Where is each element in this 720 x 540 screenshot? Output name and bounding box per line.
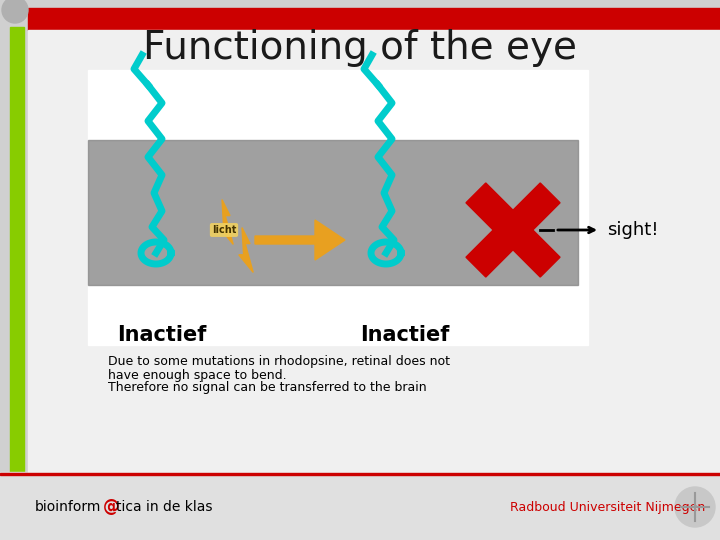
Bar [88,140,578,285]
Bar [28,8,720,30]
Polygon shape [255,220,345,260]
Text: Inactief: Inactief [360,325,450,345]
Text: licht: licht [212,225,236,235]
Circle shape [2,0,28,23]
Polygon shape [466,183,560,277]
Text: @: @ [103,498,120,516]
Text: Inactief: Inactief [117,325,207,345]
Bar [28,30,720,472]
Text: sight!: sight! [607,221,659,239]
Circle shape [675,487,715,527]
Text: Therefore no signal can be transferred to the brain: Therefore no signal can be transferred t… [108,381,427,395]
Text: bioinform: bioinform [35,500,102,514]
Text: tica in de klas: tica in de klas [116,500,212,514]
Polygon shape [219,200,233,245]
Bar [88,70,588,345]
Bar [0,473,720,475]
Polygon shape [239,227,253,272]
Text: have enough space to bend.: have enough space to bend. [108,368,287,381]
Text: Functioning of the eye: Functioning of the eye [143,29,577,67]
Bar [0,472,720,540]
Text: Radboud Universiteit Nijmegen: Radboud Universiteit Nijmegen [510,501,706,514]
Bar [10,27,24,475]
Polygon shape [466,183,560,277]
Text: Due to some mutations in rhodopsine, retinal does not: Due to some mutations in rhodopsine, ret… [108,355,450,368]
